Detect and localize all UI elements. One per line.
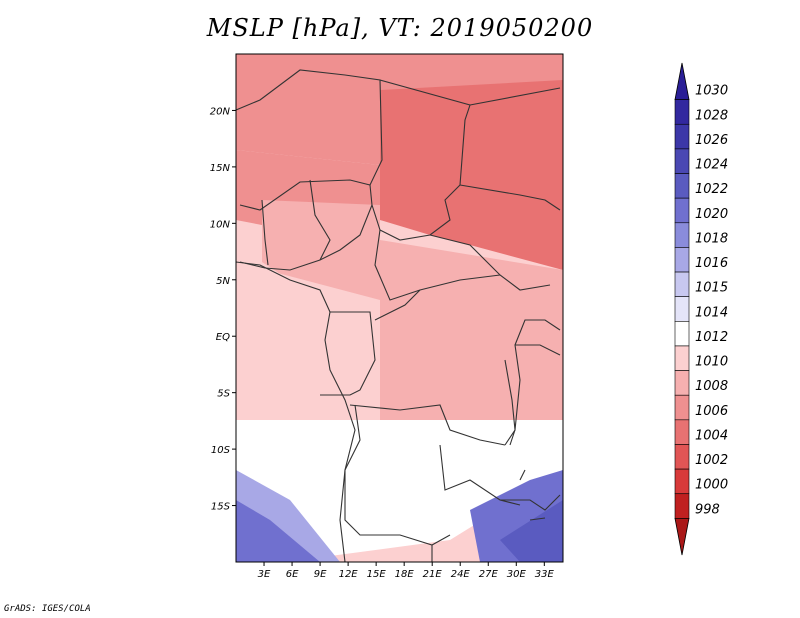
border-line xyxy=(459,184,561,211)
colorbar-swatch xyxy=(674,247,690,273)
x-tick-label: 27E xyxy=(479,569,499,580)
colorbar-swatch xyxy=(674,197,690,224)
colorbar-label: 1015 xyxy=(695,281,728,296)
pressure-region-gulf-guinea xyxy=(236,262,380,420)
colorbar-swatch xyxy=(674,148,690,174)
colorbar-label: 1010 xyxy=(695,355,728,370)
pressure-region-southwest-core xyxy=(236,500,320,562)
colorbar-swatch xyxy=(674,222,690,248)
y-tick-label: 15N xyxy=(210,163,231,174)
colorbar-label: 1024 xyxy=(695,158,728,173)
colorbar-swatch xyxy=(674,394,690,421)
colorbar-label: 1004 xyxy=(695,428,728,443)
pressure-region-southeast-core xyxy=(500,500,563,562)
colorbar-label: 1026 xyxy=(695,133,728,148)
colorbar-top-arrow xyxy=(674,62,690,101)
y-tick-label: 20N xyxy=(210,106,231,117)
y-tick-label: EQ xyxy=(216,332,230,343)
colorbar-swatch xyxy=(674,321,690,347)
y-tick-label: 10S xyxy=(211,445,231,456)
lake-outline xyxy=(504,359,516,446)
x-tick-label: 30E xyxy=(507,569,527,580)
colorbar-label: 1008 xyxy=(695,379,728,394)
country-borders xyxy=(235,69,561,563)
colorbar: 1030 1028 1026 1024 1022 1020 1018 1016 1015 1014… xyxy=(674,62,728,556)
colorbar-label: 998 xyxy=(695,502,720,517)
pressure-region-central-basin xyxy=(380,240,563,430)
border-line xyxy=(320,311,376,396)
colorbar-label: 1028 xyxy=(695,108,728,123)
border-line xyxy=(500,494,561,511)
x-tick-label: 3E xyxy=(258,569,271,580)
x-axis: 3E 6E 9E 12E 15E 18E 21E 24E 27E 30E 33E xyxy=(258,562,555,580)
border-line xyxy=(344,404,451,546)
x-tick-label: 18E xyxy=(395,569,415,580)
pressure-region-nigeria xyxy=(262,200,380,300)
colorbar-swatch xyxy=(674,99,690,125)
x-tick-label: 12E xyxy=(339,569,359,580)
colorbar-swatch xyxy=(674,419,690,445)
colorbar-swatch xyxy=(674,123,690,150)
border-line xyxy=(515,344,561,356)
colorbar-swatch xyxy=(674,370,690,396)
border-line xyxy=(235,69,383,211)
colorbar-swatch xyxy=(674,444,690,470)
border-line xyxy=(349,404,506,446)
footer-credit: GrADS: IGES/COLA xyxy=(4,604,91,614)
y-tick-label: 5S xyxy=(217,389,230,400)
colorbar-label: 1006 xyxy=(695,404,728,419)
x-tick-label: 21E xyxy=(423,569,443,580)
border-line xyxy=(374,289,421,321)
colorbar-label: 1014 xyxy=(695,305,728,320)
y-tick-label: 5N xyxy=(216,276,230,287)
border-line xyxy=(369,79,471,241)
x-tick-label: 9E xyxy=(314,569,327,580)
colorbar-swatch xyxy=(674,345,690,371)
map-frame xyxy=(235,53,564,563)
border-line xyxy=(439,444,521,506)
colorbar-label: 1018 xyxy=(695,231,728,246)
x-tick-label: 33E xyxy=(535,569,555,580)
colorbar-label: 1022 xyxy=(695,182,728,197)
colorbar-label: 1020 xyxy=(695,207,728,222)
border-line xyxy=(309,179,331,261)
pressure-region-sudan-core xyxy=(530,130,563,205)
border-line xyxy=(469,87,561,106)
colorbar-swatch xyxy=(674,468,690,495)
pressure-region-sudan-chad xyxy=(380,80,563,270)
colorbar-bottom-arrow xyxy=(674,517,690,556)
colorbar-swatch xyxy=(674,296,690,322)
colorbar-label: 1012 xyxy=(695,330,728,345)
x-tick-label: 24E xyxy=(451,569,471,580)
border-line xyxy=(261,199,269,266)
x-tick-label: 6E xyxy=(286,569,299,580)
colorbar-label: 1002 xyxy=(695,453,728,468)
x-tick-label: 15E xyxy=(367,569,387,580)
y-axis: 20N 15N 10N 5N EQ 5S 10S 15S xyxy=(210,106,236,513)
colorbar-label: 1000 xyxy=(695,478,728,493)
colorbar-swatch xyxy=(674,271,690,297)
lake-outline xyxy=(519,469,546,521)
border-line xyxy=(374,229,501,301)
pressure-region-angola xyxy=(236,420,563,560)
chart-title: MSLP [hPa], VT: 2019050200 xyxy=(206,14,594,42)
coastline xyxy=(235,261,356,563)
colorbar-label: 1030 xyxy=(695,84,728,99)
colorbar-swatch xyxy=(674,173,690,199)
colorbar-label: 1016 xyxy=(695,256,728,271)
y-tick-label: 10N xyxy=(210,219,231,230)
y-tick-label: 15S xyxy=(211,502,231,513)
colorbar-swatch xyxy=(674,493,690,519)
